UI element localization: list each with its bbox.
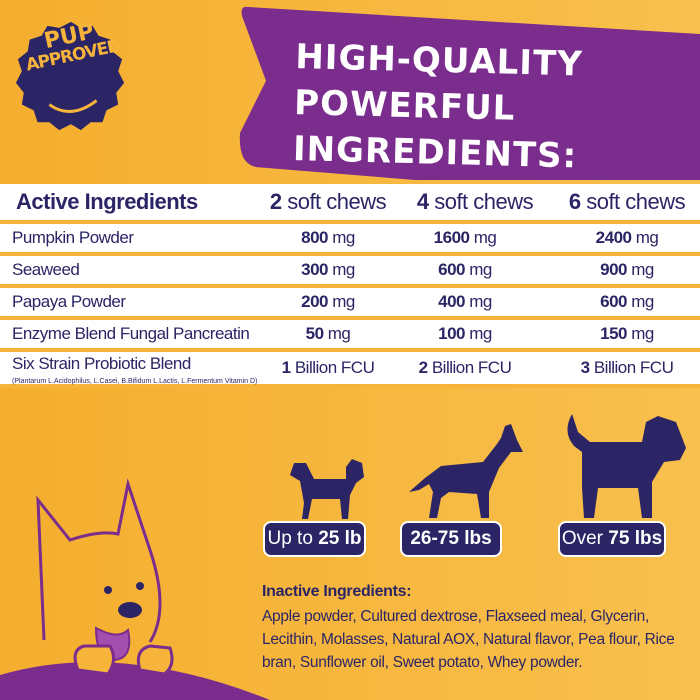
cell: 3 Billion FCU bbox=[580, 358, 674, 377]
cell: 600 mg bbox=[438, 260, 492, 279]
cell: 2400 mg bbox=[595, 228, 659, 247]
inactive-ingredients: Inactive Ingredients: Apple powder, Cult… bbox=[262, 580, 692, 674]
table-header: Active Ingredients 2 soft chews 4 soft c… bbox=[0, 184, 700, 224]
size-badge-medium: 26-75 lbs bbox=[400, 521, 502, 557]
cell: 400 mg bbox=[438, 292, 492, 311]
table-row: Enzyme Blend Fungal Pancreatin 50 mg 100… bbox=[0, 320, 700, 352]
row-name: Seaweed bbox=[12, 260, 80, 279]
cell: 100 mg bbox=[438, 324, 492, 343]
medium-dog-icon bbox=[409, 424, 523, 518]
inactive-text: Apple powder, Cultured dextrose, Flaxsee… bbox=[262, 608, 675, 671]
cell: 50 mg bbox=[305, 324, 351, 343]
cartoon-dog-illustration bbox=[0, 478, 270, 700]
ingredients-table: Active Ingredients 2 soft chews 4 soft c… bbox=[0, 184, 700, 388]
table-row: Pumpkin Powder 800 mg 1600 mg 2400 mg bbox=[0, 224, 700, 256]
pup-approved-badge-icon bbox=[15, 21, 125, 131]
table-row: Six Strain Probiotic Blend (Plantarum L.… bbox=[0, 352, 700, 388]
cell: 800 mg bbox=[301, 228, 355, 247]
header-col-1: 2 soft chews bbox=[269, 189, 387, 214]
inactive-heading: Inactive Ingredients: bbox=[262, 583, 412, 600]
row-name: Pumpkin Powder bbox=[12, 228, 134, 247]
row-name: Enzyme Blend Fungal Pancreatin bbox=[12, 324, 250, 343]
large-dog-icon bbox=[567, 414, 686, 518]
header-label: Active Ingredients bbox=[16, 189, 198, 214]
size-badge-small: Up to 25 lb bbox=[263, 521, 366, 557]
table-row: Seaweed 300 mg 600 mg 900 mg bbox=[0, 256, 700, 288]
title-line-1: HIGH-QUALITY POWERFUL bbox=[293, 36, 584, 129]
page-title: HIGH-QUALITY POWERFUL INGREDIENTS: bbox=[292, 34, 699, 183]
cell: 2 Billion FCU bbox=[418, 358, 512, 377]
row-name: Papaya Powder bbox=[12, 292, 126, 311]
cell: 200 mg bbox=[301, 292, 355, 311]
header-col-3: 6 soft chews bbox=[568, 189, 686, 214]
cell: 900 mg bbox=[600, 260, 654, 279]
cell: 1600 mg bbox=[433, 228, 497, 247]
small-dog-icon bbox=[290, 459, 364, 519]
header-col-2: 4 soft chews bbox=[416, 189, 534, 214]
cell: 300 mg bbox=[301, 260, 355, 279]
cell: 150 mg bbox=[600, 324, 654, 343]
row-name: Six Strain Probiotic Blend bbox=[12, 354, 191, 373]
cell: 600 mg bbox=[600, 292, 654, 311]
title-banner bbox=[239, 6, 700, 180]
table-row: Papaya Powder 200 mg 400 mg 600 mg bbox=[0, 288, 700, 320]
row-subtext: (Plantarum L.Acidophilus, L.Casei, B.Bif… bbox=[12, 378, 258, 385]
size-badge-large: Over 75 lbs bbox=[558, 521, 666, 557]
cell: 1 Billion FCU bbox=[281, 358, 375, 377]
